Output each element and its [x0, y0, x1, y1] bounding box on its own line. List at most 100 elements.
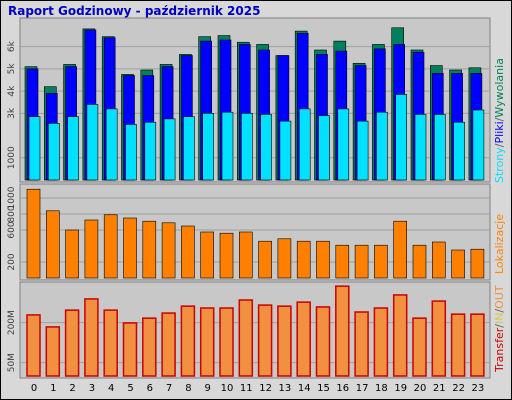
legend-separator: / — [493, 117, 506, 121]
bar — [238, 299, 254, 377]
bar — [163, 118, 176, 181]
bar — [125, 124, 137, 181]
bar — [241, 113, 253, 181]
legend: Lokalizacje — [493, 214, 506, 274]
bar — [45, 326, 61, 377]
bar — [450, 313, 466, 377]
bar — [161, 312, 176, 377]
bar — [219, 307, 234, 377]
bar — [183, 116, 195, 181]
y-tick-label: 200 — [7, 253, 17, 270]
bar — [103, 309, 118, 377]
bar — [453, 121, 465, 181]
bar — [86, 104, 99, 181]
bar — [373, 307, 389, 377]
bar — [64, 309, 80, 377]
x-tick-label: 2 — [69, 383, 75, 394]
bar — [470, 313, 485, 377]
bar — [202, 113, 214, 181]
legend: Strony/Pliki/Wywolania — [493, 58, 506, 183]
x-tick-label: 9 — [205, 383, 211, 394]
bar — [84, 219, 99, 279]
x-tick-label: 0 — [31, 383, 37, 394]
bar — [296, 240, 311, 279]
bar — [318, 115, 330, 181]
bar — [335, 285, 350, 377]
bar — [67, 116, 79, 181]
y-tick-label: 3k — [7, 107, 17, 119]
bar — [45, 210, 60, 279]
y-tick-label: 1000 — [7, 146, 17, 169]
bar — [277, 238, 292, 279]
bar — [65, 229, 79, 279]
legend-separator: / — [493, 309, 506, 313]
bar — [392, 294, 408, 377]
legend: Transfer/IN/OUT — [493, 285, 506, 373]
bar — [395, 94, 408, 181]
bar — [142, 220, 157, 279]
y-tick-label: 200M — [7, 310, 17, 335]
legend-entry: Lokalizacje — [493, 214, 506, 274]
bar — [103, 214, 118, 279]
x-tick-label: 6 — [147, 383, 153, 394]
chart-title: Raport Godzinowy - październik 2025 — [8, 4, 260, 18]
legend-separator: / — [493, 143, 506, 147]
bar — [260, 114, 272, 181]
bar — [376, 111, 388, 181]
bar — [277, 305, 292, 377]
bar — [26, 314, 41, 377]
x-tick-label: 15 — [317, 383, 330, 394]
bar — [354, 244, 369, 279]
x-tick-label: 14 — [298, 383, 311, 394]
bar — [28, 116, 41, 181]
x-tick-label: 23 — [472, 383, 485, 394]
bar — [26, 188, 41, 279]
bar — [356, 120, 369, 181]
x-tick-label: 16 — [336, 383, 349, 394]
bar — [200, 231, 214, 279]
bar — [354, 311, 369, 377]
legend-entry: Pliki — [493, 121, 506, 143]
bar — [47, 123, 60, 181]
bar — [219, 232, 234, 279]
x-tick-label: 1 — [50, 383, 56, 394]
bar — [470, 248, 485, 279]
bar — [337, 108, 350, 181]
bar — [181, 225, 195, 279]
bar — [335, 244, 350, 279]
bar — [472, 109, 485, 181]
bar — [257, 304, 273, 377]
x-tick-label: 21 — [433, 383, 446, 394]
x-tick-label: 19 — [394, 383, 407, 394]
x-tick-label: 12 — [259, 383, 272, 394]
bar — [258, 240, 272, 279]
legend-separator: / — [493, 324, 506, 328]
bar — [142, 317, 157, 377]
x-tick-label: 10 — [221, 383, 234, 394]
x-tick-label: 11 — [240, 383, 253, 394]
bar — [316, 240, 330, 279]
legend-entry: Wywolania — [493, 58, 506, 118]
y-tick-label: 5k — [7, 63, 17, 75]
legend-entry: OUT — [493, 285, 506, 309]
bar — [451, 249, 465, 279]
x-tick-label: 20 — [414, 383, 427, 394]
bar — [433, 114, 446, 181]
x-tick-label: 7 — [166, 383, 172, 394]
legend-entry: Transfer — [493, 327, 506, 373]
bar — [279, 120, 292, 181]
x-tick-label: 13 — [279, 383, 292, 394]
bar — [412, 244, 427, 279]
legend-entry: Strony — [493, 147, 506, 183]
bar — [180, 305, 196, 377]
y-tick-label: 800 — [7, 205, 17, 222]
bar — [221, 111, 234, 181]
x-tick-label: 3 — [89, 383, 95, 394]
legend-entry: IN — [493, 313, 506, 324]
bar — [105, 108, 118, 181]
x-tick-label: 5 — [127, 383, 133, 394]
x-tick-label: 4 — [108, 383, 114, 394]
bar — [296, 301, 311, 377]
